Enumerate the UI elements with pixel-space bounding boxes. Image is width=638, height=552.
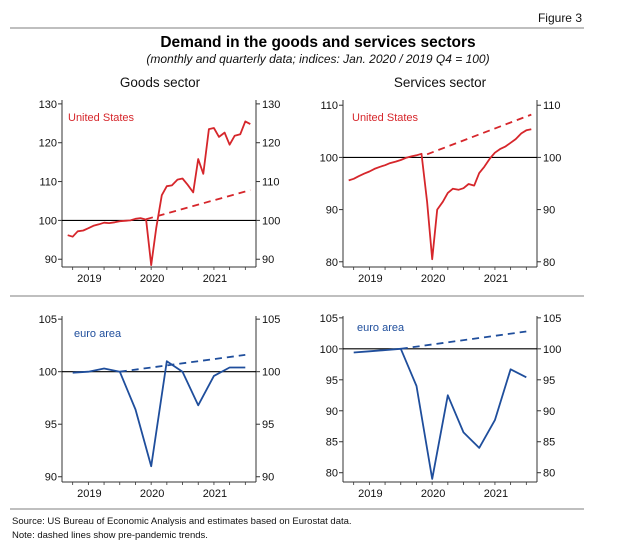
x-tick-label: 2020 [421,488,445,500]
y-tick-label-right: 105 [262,314,280,326]
series-label: United States [352,112,419,124]
data-line [353,347,527,480]
y-tick-label-left: 85 [326,437,338,449]
trend-line-dashed [145,189,251,221]
y-tick-label-right: 90 [543,205,555,217]
trend-line-dashed [119,354,246,373]
x-tick-label: 2021 [203,273,227,285]
y-tick-label-left: 90 [45,254,57,266]
y-tick-label-left: 80 [326,468,338,480]
series-label: United States [68,112,135,124]
trend-note: Note: dashed lines show pre-pandemic tre… [12,530,208,541]
y-tick-label-left: 100 [39,215,57,227]
y-tick-label-right: 100 [543,152,561,164]
column-title-goods: Goods sector [120,75,201,90]
y-tick-label-left: 130 [39,99,57,111]
y-tick-label-right: 100 [262,367,280,379]
trend-line-dashed [400,330,527,350]
x-tick-label: 2020 [140,273,164,285]
y-tick-label-right: 100 [543,344,561,356]
panel-goods-euro: 90 90 95 95 100 100 105 105 2019 2020 2021 euro are… [39,314,281,500]
y-tick-label-right: 80 [543,468,555,480]
x-tick-label: 2020 [140,488,164,500]
y-tick-label-left: 95 [326,375,338,387]
y-tick-label-left: 120 [39,138,57,150]
column-title-services: Services sector [394,75,487,90]
x-tick-label: 2020 [421,273,445,285]
y-tick-label-left: 110 [320,100,338,112]
y-tick-label-left: 100 [320,344,338,356]
y-tick-label-right: 105 [543,313,561,325]
y-tick-label-right: 90 [262,472,274,484]
y-tick-label-right: 110 [543,100,561,112]
x-tick-label: 2019 [77,273,101,285]
figure-label: Figure 3 [538,11,582,25]
source-note: Source: US Bureau of Economic Analysis a… [12,516,352,527]
y-tick-label-left: 80 [326,257,338,269]
y-tick-label-right: 110 [262,177,280,189]
x-tick-label: 2021 [203,488,227,500]
data-line [72,360,246,468]
y-tick-label-right: 90 [543,406,555,418]
y-tick-label-right: 130 [262,99,280,111]
chart-title: Demand in the goods and services sectors [160,34,475,51]
series-label: euro area [74,328,122,340]
panel-goods-us: 90 90 100 100 110 110 120 120 130 130 2019 2020 2021… [39,99,281,285]
y-tick-label-left: 105 [320,313,338,325]
chart-panels: 90 90 100 100 110 110 120 120 130 130 2019 2020 2021… [39,99,562,500]
panel-services-us: 80 80 90 90 100 100 110 110 2019 2020 2021 United S… [320,100,561,285]
x-tick-label: 2019 [358,488,382,500]
x-tick-label: 2019 [358,273,382,285]
trend-line-dashed [426,113,532,156]
data-line [348,128,532,261]
y-tick-label-right: 80 [543,257,555,269]
y-tick-label-right: 100 [262,215,280,227]
y-tick-label-left: 90 [45,472,57,484]
y-tick-label-left: 110 [39,177,57,189]
data-line [67,120,251,267]
y-tick-label-right: 120 [262,138,280,150]
y-tick-label-right: 95 [543,375,555,387]
y-tick-label-left: 100 [39,367,57,379]
y-tick-label-right: 90 [262,254,274,266]
y-tick-label-right: 85 [543,437,555,449]
chart-subtitle: (monthly and quarterly data; indices: Ja… [146,52,489,66]
x-tick-label: 2019 [77,488,101,500]
y-tick-label-right: 95 [262,419,274,431]
y-tick-label-left: 100 [320,152,338,164]
y-tick-label-left: 90 [326,406,338,418]
y-tick-label-left: 95 [45,419,57,431]
y-tick-label-left: 90 [326,205,338,217]
series-label: euro area [357,322,405,334]
panel-services-euro: 80 80 85 85 90 90 95 95 100 100 105 105 2019 2020 2021… [320,313,562,500]
y-tick-label-left: 105 [39,314,57,326]
x-tick-label: 2021 [484,488,508,500]
x-tick-label: 2021 [484,273,508,285]
